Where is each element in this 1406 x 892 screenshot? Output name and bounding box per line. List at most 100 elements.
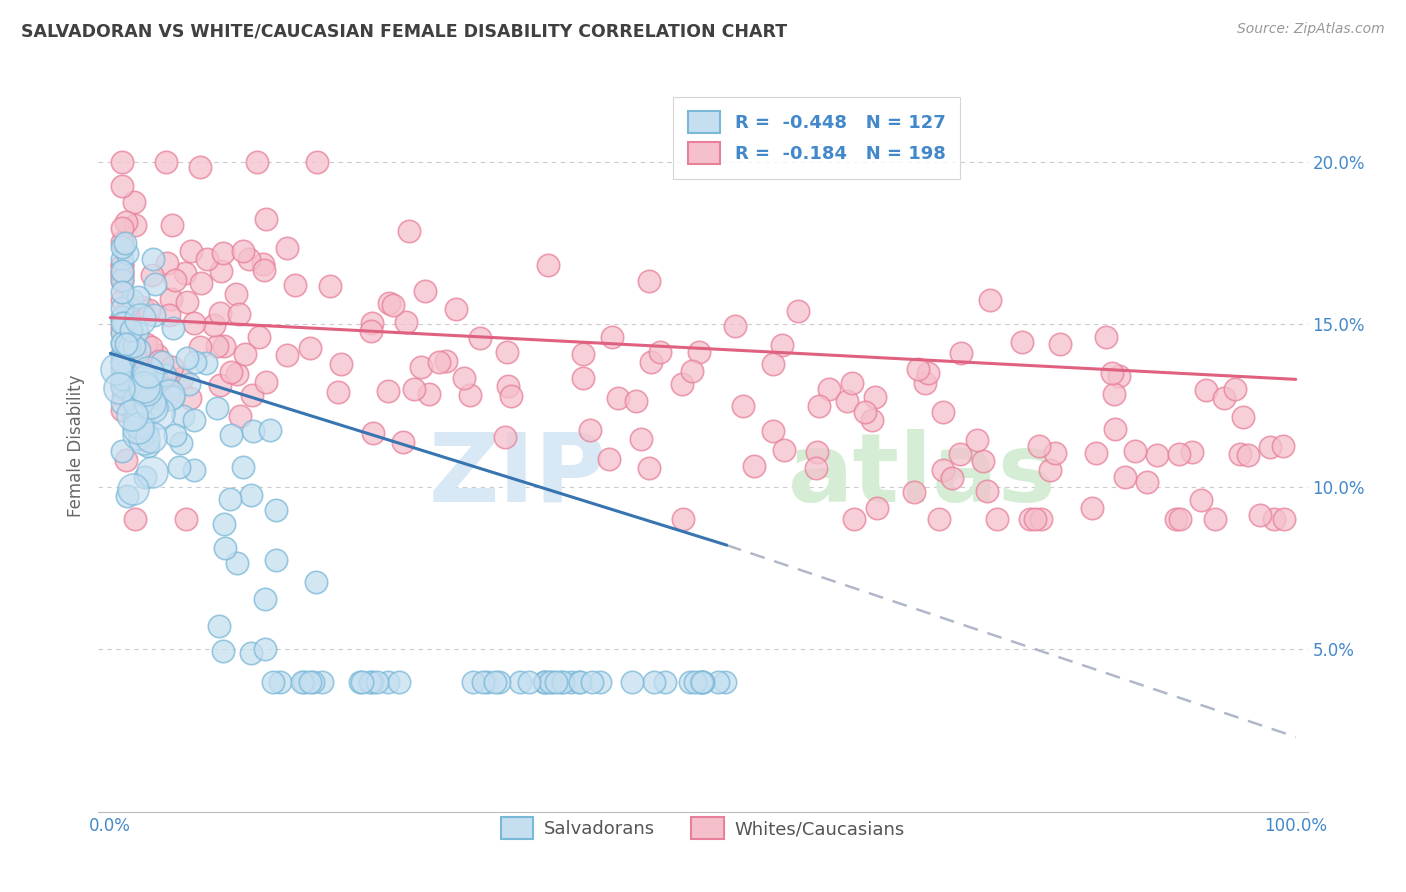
Point bbox=[472, 674, 495, 689]
Point bbox=[630, 432, 652, 446]
Point bbox=[690, 674, 713, 689]
Point bbox=[853, 405, 876, 419]
Point bbox=[125, 353, 148, 368]
Point bbox=[111, 361, 134, 376]
Point bbox=[118, 340, 141, 354]
Point bbox=[111, 265, 134, 279]
Point bbox=[488, 674, 510, 689]
Point bbox=[172, 371, 194, 385]
Point bbox=[135, 392, 157, 406]
Point bbox=[219, 428, 242, 442]
Point bbox=[183, 463, 205, 477]
Point bbox=[160, 360, 183, 375]
Point bbox=[111, 388, 134, 402]
Point bbox=[299, 674, 322, 689]
Point bbox=[461, 674, 484, 689]
Point bbox=[860, 413, 883, 427]
Point bbox=[917, 366, 939, 380]
Point bbox=[470, 331, 492, 345]
Point bbox=[229, 409, 252, 423]
Point bbox=[141, 268, 163, 282]
Point bbox=[681, 364, 703, 378]
Point bbox=[111, 266, 134, 280]
Point bbox=[1136, 475, 1159, 490]
Point bbox=[152, 393, 174, 408]
Point bbox=[180, 244, 202, 259]
Point bbox=[138, 303, 160, 318]
Point bbox=[208, 306, 231, 320]
Point bbox=[202, 318, 225, 333]
Point bbox=[976, 484, 998, 499]
Point bbox=[671, 376, 693, 391]
Point bbox=[254, 211, 277, 226]
Point bbox=[111, 301, 134, 316]
Point bbox=[121, 381, 143, 395]
Point bbox=[156, 256, 179, 270]
Point bbox=[184, 355, 207, 369]
Point bbox=[1212, 391, 1234, 405]
Legend: Salvadorans, Whites/Caucasians: Salvadorans, Whites/Caucasians bbox=[494, 810, 912, 847]
Point bbox=[1229, 447, 1251, 461]
Point bbox=[111, 312, 134, 326]
Point bbox=[692, 674, 714, 689]
Point bbox=[620, 674, 643, 689]
Point bbox=[637, 460, 659, 475]
Point bbox=[949, 447, 972, 461]
Point bbox=[517, 674, 540, 689]
Point bbox=[170, 436, 193, 450]
Point bbox=[1029, 512, 1052, 526]
Y-axis label: Female Disability: Female Disability bbox=[66, 375, 84, 517]
Point bbox=[142, 308, 165, 322]
Point bbox=[111, 335, 134, 350]
Point bbox=[1011, 335, 1033, 350]
Point bbox=[111, 258, 134, 272]
Point bbox=[254, 641, 277, 656]
Point bbox=[1028, 439, 1050, 453]
Point bbox=[245, 154, 267, 169]
Point bbox=[773, 443, 796, 458]
Point bbox=[724, 318, 747, 333]
Point bbox=[120, 323, 142, 337]
Point bbox=[1237, 448, 1260, 462]
Point bbox=[127, 393, 149, 408]
Point bbox=[1168, 512, 1191, 526]
Point bbox=[242, 424, 264, 438]
Point bbox=[986, 512, 1008, 526]
Point bbox=[132, 379, 155, 393]
Point bbox=[928, 512, 950, 526]
Point bbox=[153, 368, 176, 382]
Point bbox=[787, 304, 810, 318]
Point bbox=[122, 364, 145, 378]
Point bbox=[932, 463, 955, 477]
Point bbox=[398, 224, 420, 238]
Point bbox=[509, 674, 531, 689]
Point bbox=[129, 312, 152, 326]
Point bbox=[136, 425, 159, 439]
Point bbox=[136, 439, 159, 453]
Point bbox=[534, 674, 557, 689]
Point bbox=[127, 426, 149, 441]
Point bbox=[589, 674, 612, 689]
Point bbox=[1166, 512, 1188, 526]
Point bbox=[111, 326, 134, 340]
Point bbox=[143, 366, 166, 380]
Point bbox=[176, 294, 198, 309]
Point bbox=[111, 285, 134, 299]
Point bbox=[205, 339, 228, 353]
Point bbox=[134, 368, 156, 382]
Point bbox=[446, 301, 468, 316]
Point bbox=[111, 221, 134, 235]
Point bbox=[194, 356, 217, 370]
Point bbox=[188, 340, 211, 354]
Point bbox=[135, 383, 157, 397]
Point bbox=[111, 443, 134, 458]
Point bbox=[115, 214, 138, 228]
Point bbox=[135, 337, 157, 351]
Point bbox=[162, 320, 184, 334]
Point bbox=[1204, 512, 1226, 526]
Point bbox=[808, 399, 831, 413]
Point bbox=[352, 674, 374, 689]
Point bbox=[162, 390, 184, 404]
Point bbox=[111, 402, 134, 417]
Point bbox=[163, 273, 186, 287]
